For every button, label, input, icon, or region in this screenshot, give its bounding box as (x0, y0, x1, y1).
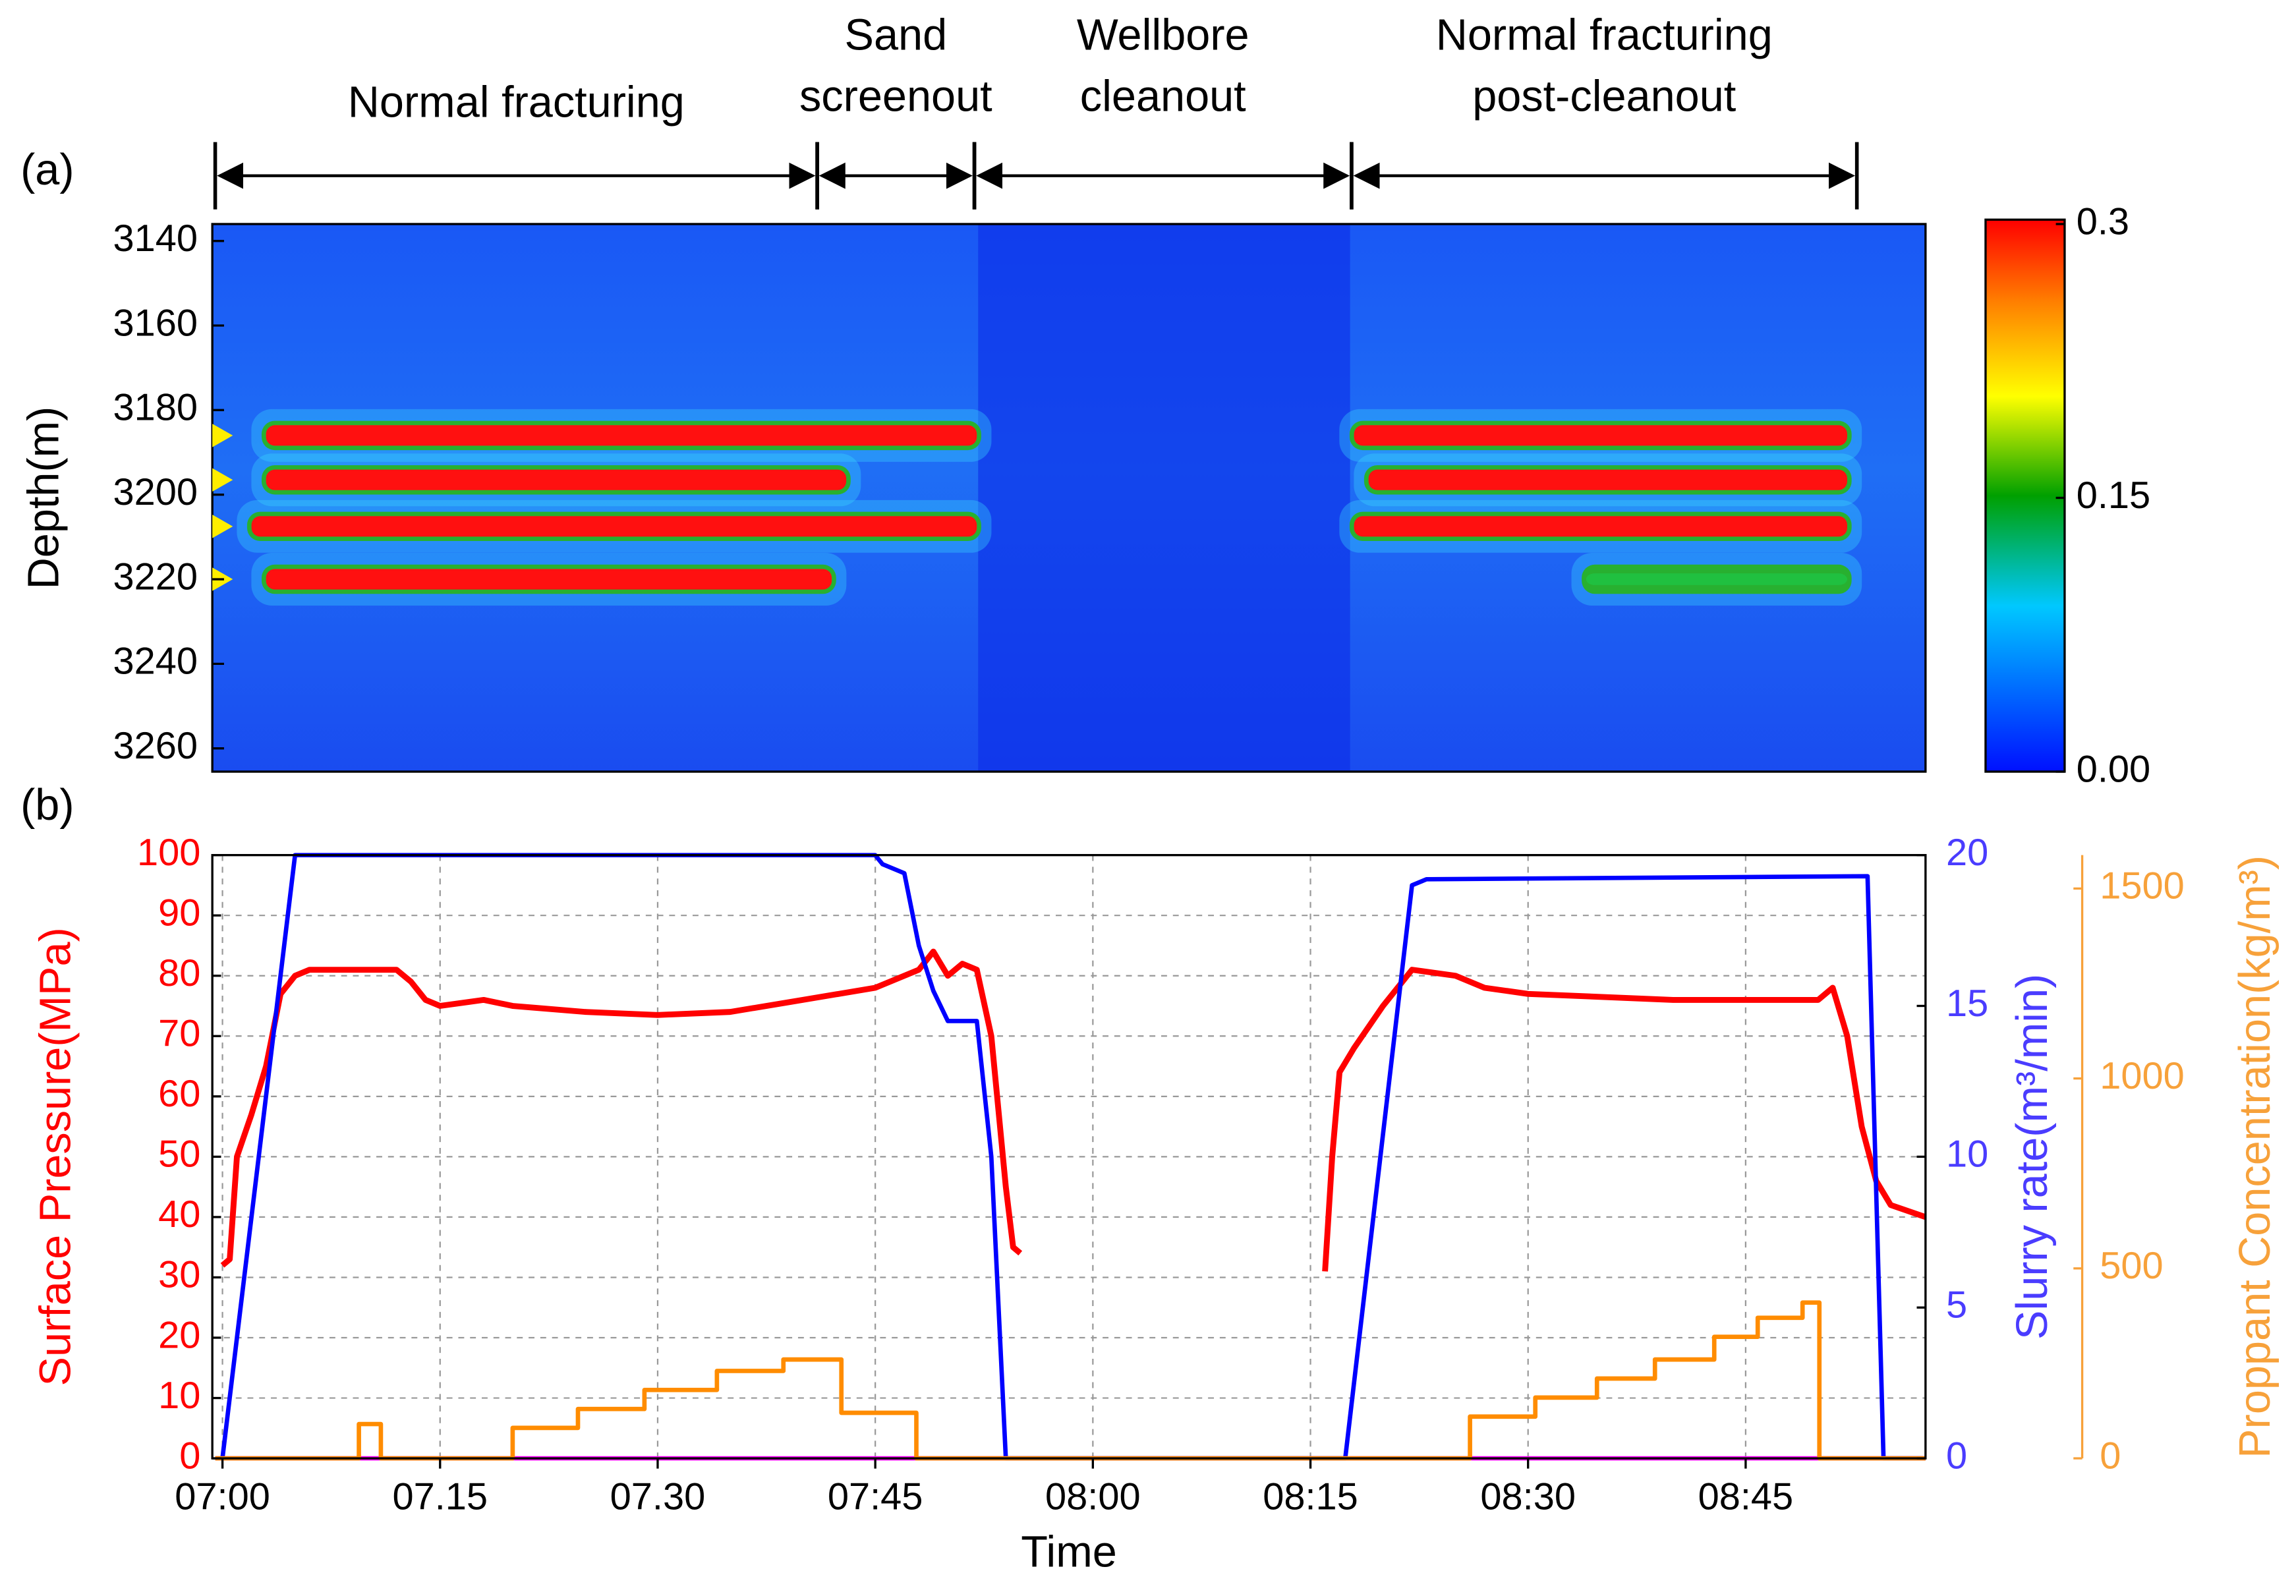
series-line (220, 853, 1926, 1461)
series-line (215, 1300, 1926, 1461)
y2-tick-label: 15 (1946, 983, 1988, 1025)
y-tick-label: 3220 (113, 556, 198, 598)
y-tick-label: 20 (158, 1314, 200, 1356)
band (1354, 516, 1847, 537)
y-tick-label: 60 (158, 1073, 200, 1115)
y3-tick-label: 1500 (2100, 865, 2185, 907)
phase-label: post-cleanout (1472, 72, 1736, 121)
y-tick-label: 30 (158, 1254, 200, 1296)
y3-tick-label: 0 (2100, 1435, 2121, 1477)
band (266, 469, 847, 490)
plot-frame (211, 223, 1927, 773)
x-tick-label: 07:45 (828, 1476, 923, 1518)
y2-axis-label: Slurry rate(m³/min) (2008, 974, 2057, 1340)
series-line (220, 948, 1927, 1272)
band (1354, 425, 1847, 446)
y-tick-label: 3160 (113, 302, 198, 344)
phase-label: Normal fracturing (348, 78, 685, 127)
y-tick-label: 3200 (113, 471, 198, 513)
y3-axis-label: Proppant Concentration(kg/m³) (2231, 855, 2280, 1458)
phase-label: screenout (799, 72, 992, 121)
x-tick-label: 08:00 (1045, 1476, 1141, 1518)
y2-tick-label: 20 (1946, 832, 1988, 874)
band (251, 516, 977, 537)
y2-tick-label: 0 (1946, 1435, 1967, 1477)
x-tick-label: 08:15 (1263, 1476, 1358, 1518)
phase-label: Sand (845, 11, 948, 59)
colorbar-tick-label: 0.3 (2077, 200, 2129, 242)
x-tick-label: 08:30 (1480, 1476, 1576, 1518)
x-tick-label: 07:00 (175, 1476, 270, 1518)
x-tick-label: 07.15 (392, 1476, 488, 1518)
y-tick-label: 100 (137, 832, 200, 874)
y-tick-label: 50 (158, 1133, 200, 1176)
y3-tick-label: 500 (2100, 1245, 2163, 1287)
panel-label: (a) (20, 146, 74, 194)
band (266, 425, 977, 446)
y3-tick-label: 1000 (2100, 1055, 2185, 1097)
y-tick-label: 3260 (113, 725, 198, 767)
depth-marker (212, 515, 233, 538)
phase-label: cleanout (1080, 72, 1246, 121)
x-tick-label: 08:45 (1698, 1476, 1794, 1518)
phase-label: Normal fracturing (1436, 11, 1773, 59)
depth-marker (212, 424, 233, 447)
y-tick-label: 0 (179, 1435, 200, 1477)
colorbar-tick-label: 0.15 (2077, 474, 2150, 517)
y-tick-label: 40 (158, 1193, 200, 1236)
x-tick-label: 07.30 (610, 1476, 706, 1518)
y-tick-label: 3140 (113, 217, 198, 260)
y2-tick-label: 10 (1946, 1133, 1988, 1176)
band (1586, 573, 1847, 585)
y-tick-label: 70 (158, 1013, 200, 1055)
colorbar-tick-label: 0.00 (2077, 748, 2150, 790)
y2-tick-label: 5 (1946, 1284, 1967, 1326)
y-tick-label: 3240 (113, 641, 198, 683)
phase-label: Wellbore (1077, 11, 1249, 59)
y-tick-label: 80 (158, 952, 200, 994)
panel-label: (b) (20, 781, 74, 830)
x-axis-label: Time (1021, 1527, 1117, 1576)
depth-marker (212, 468, 233, 492)
y-tick-label: 90 (158, 892, 200, 934)
y-axis-label: Depth(m) (20, 407, 69, 590)
y-axis-label: Surface Pressure(MPa) (31, 927, 80, 1386)
heatmap-quiet-zone (978, 224, 1350, 772)
band (266, 569, 832, 590)
y-tick-label: 10 (158, 1375, 200, 1417)
colorbar (1984, 218, 2066, 773)
y-tick-label: 3180 (113, 387, 198, 429)
band (1368, 469, 1847, 490)
